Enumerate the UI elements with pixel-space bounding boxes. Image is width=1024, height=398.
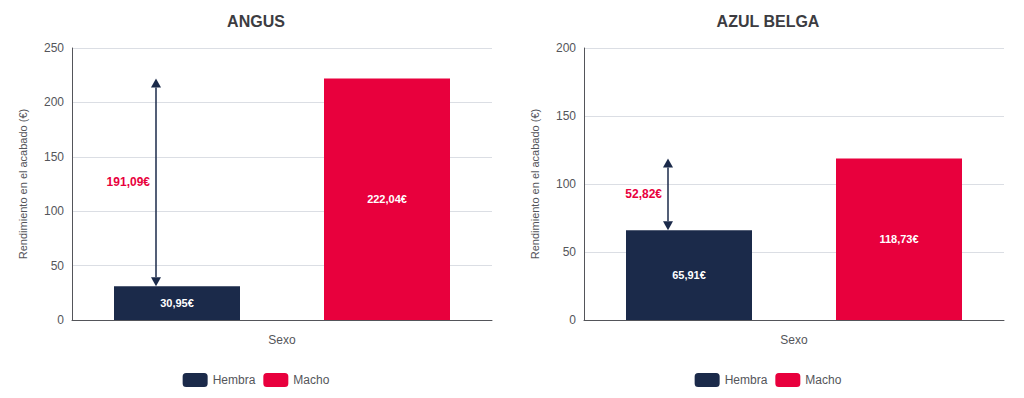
svg-text:ANGUS: ANGUS [227,13,285,30]
svg-text:150: 150 [44,150,64,164]
svg-text:Rendimiento en el acabado (€): Rendimiento en el acabado (€) [529,109,541,259]
svg-text:0: 0 [57,313,64,327]
svg-text:Sexo: Sexo [268,333,296,347]
svg-text:0: 0 [569,313,576,327]
svg-text:118,73€: 118,73€ [879,233,918,245]
svg-text:Rendimiento en el acabado (€): Rendimiento en el acabado (€) [17,109,29,259]
svg-text:Hembra: Hembra [213,373,256,387]
svg-text:200: 200 [556,41,576,55]
svg-text:65,91€: 65,91€ [672,269,706,281]
svg-text:Sexo: Sexo [780,333,808,347]
svg-text:222,04€: 222,04€ [367,193,407,205]
svg-text:52,82€: 52,82€ [625,187,662,201]
svg-text:100: 100 [44,204,64,218]
svg-text:100: 100 [556,177,576,191]
svg-text:200: 200 [44,95,64,109]
svg-text:191,09€: 191,09€ [107,175,151,189]
svg-text:50: 50 [563,245,577,259]
svg-text:30,95€: 30,95€ [160,297,194,309]
svg-text:150: 150 [556,109,576,123]
svg-text:Macho: Macho [805,373,841,387]
svg-text:250: 250 [44,41,64,55]
svg-text:AZUL BELGA: AZUL BELGA [717,13,820,30]
svg-text:50: 50 [51,259,65,273]
svg-text:Hembra: Hembra [725,373,768,387]
svg-text:Macho: Macho [293,373,329,387]
